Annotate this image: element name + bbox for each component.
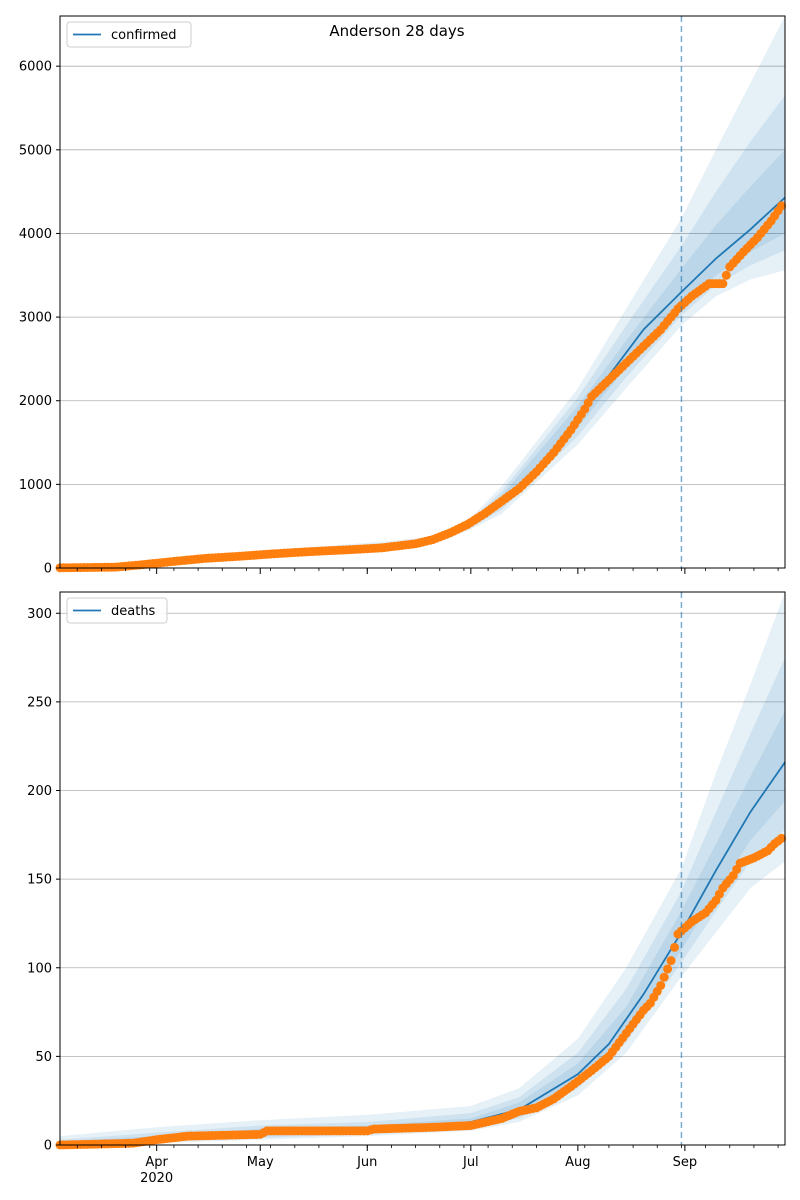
axes-frame — [59, 15, 786, 569]
y-tick-label: 1000 — [19, 478, 52, 493]
legend: confirmed — [66, 21, 192, 48]
observed-point — [777, 201, 787, 211]
observed-point — [721, 270, 731, 280]
uncertainty-band — [60, 657, 785, 1145]
y-tick-label: 0 — [44, 1139, 52, 1154]
y-tick-label: 200 — [27, 784, 52, 799]
y-tick-label: 3000 — [19, 311, 52, 326]
legend: deaths — [66, 597, 168, 624]
observed-point — [656, 980, 666, 990]
x-tick-sublabel: 2020 — [140, 1171, 173, 1186]
x-tick-label: Jul — [462, 1155, 479, 1170]
legend-label: deaths — [111, 604, 156, 619]
y-tick-label: 6000 — [19, 60, 52, 75]
observed-point — [659, 972, 669, 982]
x-tick-label: Apr — [145, 1155, 168, 1170]
legend-box — [66, 597, 168, 624]
x-tick-label: Sep — [673, 1155, 698, 1170]
observed-point — [666, 956, 676, 966]
y-tick-label: 100 — [27, 961, 52, 976]
figure-title: Anderson 28 days — [329, 22, 464, 40]
y-tick-label: 250 — [27, 695, 52, 710]
legend-box — [66, 21, 192, 48]
y-tick-label: 150 — [27, 873, 52, 888]
y-tick-label: 5000 — [19, 143, 52, 158]
uncertainty-band — [60, 710, 785, 1145]
x-tick-label: May — [247, 1155, 274, 1170]
confirmed-panel: 0 1000 2000 3000 4000 5000 6000 confirmed — [19, 15, 787, 577]
y-tick-label: 0 — [44, 562, 52, 577]
x-tick-label: Aug — [565, 1155, 590, 1170]
legend-label: confirmed — [111, 28, 177, 43]
y-tick-label: 4000 — [19, 227, 52, 242]
uncertainty-band — [60, 16, 785, 568]
y-tick-label: 50 — [35, 1050, 52, 1065]
uncertainty-band — [60, 95, 785, 568]
observed-point — [718, 279, 728, 289]
observed-point — [663, 964, 673, 974]
y-tick-label: 300 — [27, 607, 52, 622]
y-tick-label: 2000 — [19, 394, 52, 409]
observed-point — [777, 833, 787, 843]
uncertainty-band — [60, 592, 785, 1145]
observed-point — [670, 942, 680, 952]
x-tick-label: Jun — [356, 1155, 377, 1170]
axes-frame — [59, 591, 786, 1146]
